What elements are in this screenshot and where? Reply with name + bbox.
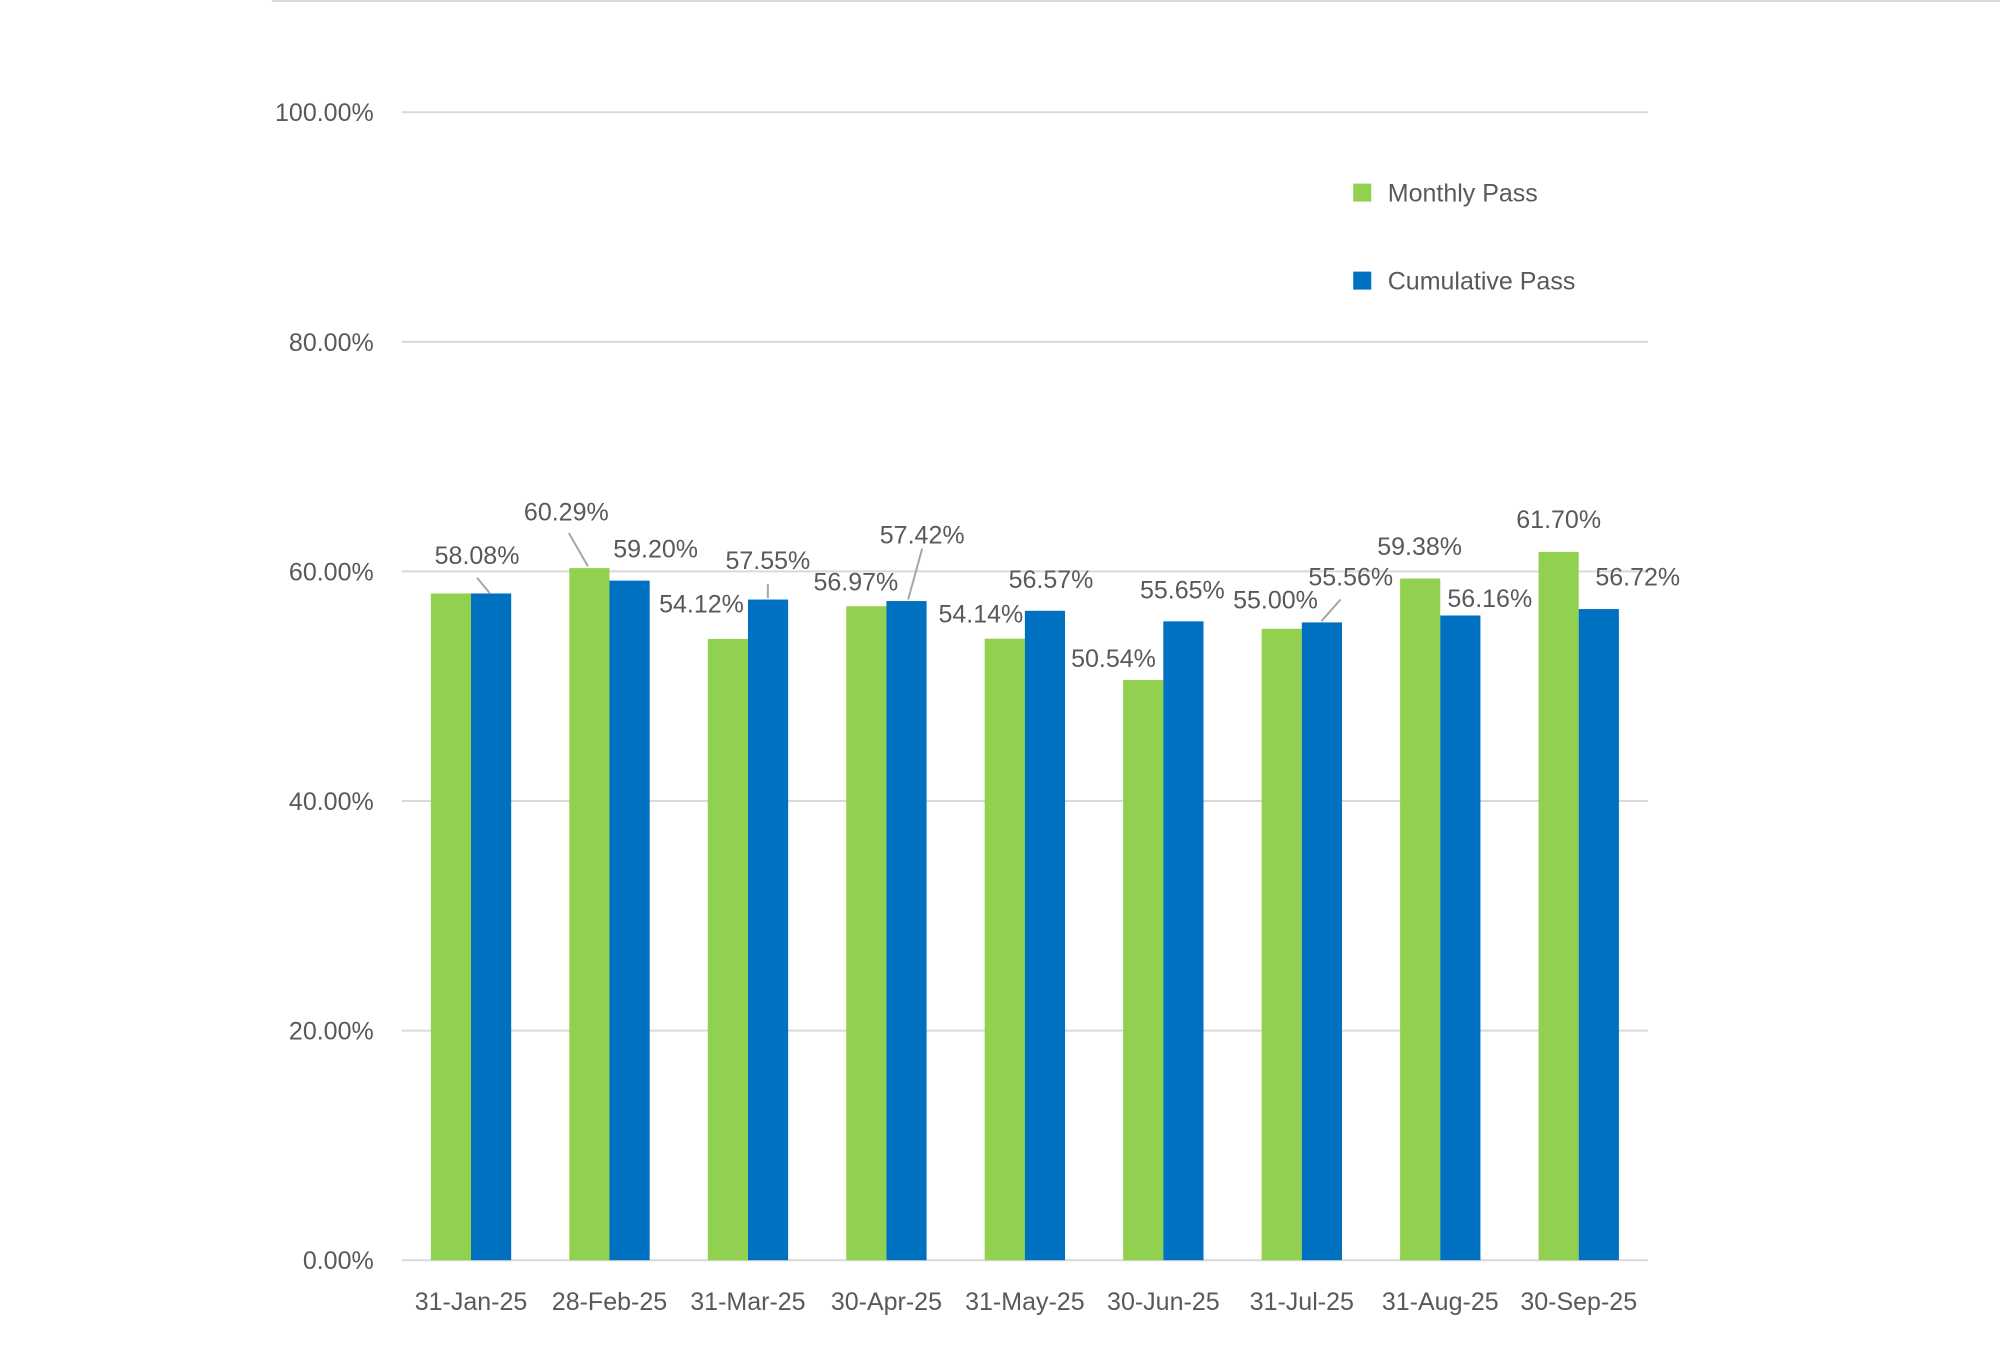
x-tick-label: 31-Aug-25 (1382, 1288, 1499, 1316)
legend-label: Monthly Pass (1388, 180, 1538, 208)
bar-cumulative-pass (886, 601, 927, 1261)
bar-monthly-pass (707, 638, 748, 1261)
y-tick-label: 60.00% (289, 558, 374, 586)
bar-cumulative-pass (1440, 615, 1481, 1261)
data-label: 61.70% (1516, 506, 1601, 534)
data-label: 59.20% (613, 535, 698, 563)
data-label: 60.29% (524, 498, 609, 526)
y-tick-label: 40.00% (289, 788, 374, 816)
data-label: 57.55% (725, 547, 810, 575)
y-tick-label: 20.00% (289, 1018, 374, 1046)
data-label: 50.54% (1071, 645, 1156, 673)
legend-label: Cumulative Pass (1388, 268, 1576, 296)
x-tick-label: 30-Apr-25 (831, 1288, 942, 1316)
data-label: 56.97% (813, 569, 898, 597)
legend-swatch (1353, 183, 1372, 202)
y-tick-label: 0.00% (303, 1247, 374, 1275)
leader-line (568, 532, 589, 567)
bar-cumulative-pass (1163, 621, 1204, 1261)
bar-monthly-pass (569, 568, 610, 1261)
bar-monthly-pass (1123, 680, 1164, 1261)
bar-monthly-pass (1261, 628, 1302, 1261)
leader-line (1320, 598, 1342, 622)
legend-swatch (1353, 271, 1372, 290)
bar-cumulative-pass (747, 599, 789, 1261)
data-label: 56.16% (1447, 585, 1532, 613)
bar-monthly-pass (846, 606, 887, 1261)
bar-cumulative-pass (1301, 622, 1342, 1261)
bar-monthly-pass (984, 638, 1025, 1261)
data-label: 58.08% (435, 542, 520, 570)
data-label: 56.57% (1009, 566, 1094, 594)
y-tick-label: 100.00% (275, 99, 374, 127)
leader-line (476, 577, 491, 594)
data-label: 57.42% (880, 521, 965, 549)
bar-monthly-pass (1538, 551, 1579, 1261)
leader-line (907, 548, 924, 600)
bar-cumulative-pass (1024, 610, 1066, 1261)
data-label: 54.14% (938, 601, 1023, 629)
bar-cumulative-pass (609, 580, 650, 1261)
bar-cumulative-pass (1578, 609, 1619, 1261)
bar-monthly-pass (1400, 578, 1441, 1261)
data-label: 59.38% (1377, 533, 1462, 561)
bar-monthly-pass (430, 593, 472, 1261)
data-label: 55.56% (1308, 564, 1393, 592)
y-tick-label: 80.00% (289, 329, 374, 357)
bar-cumulative-pass (471, 593, 512, 1261)
x-tick-label: 31-Jul-25 (1250, 1288, 1354, 1316)
x-tick-label: 28-Feb-25 (552, 1288, 667, 1316)
data-label: 56.72% (1595, 564, 1680, 592)
x-tick-label: 31-Mar-25 (690, 1288, 805, 1316)
data-label: 55.00% (1233, 586, 1318, 614)
x-tick-label: 31-Jan-25 (415, 1288, 528, 1316)
data-label: 55.65% (1140, 576, 1225, 604)
data-label: 54.12% (659, 590, 744, 618)
x-tick-label: 30-Jun-25 (1107, 1288, 1220, 1316)
x-tick-label: 30-Sep-25 (1520, 1288, 1637, 1316)
x-tick-label: 31-May-25 (965, 1288, 1085, 1316)
